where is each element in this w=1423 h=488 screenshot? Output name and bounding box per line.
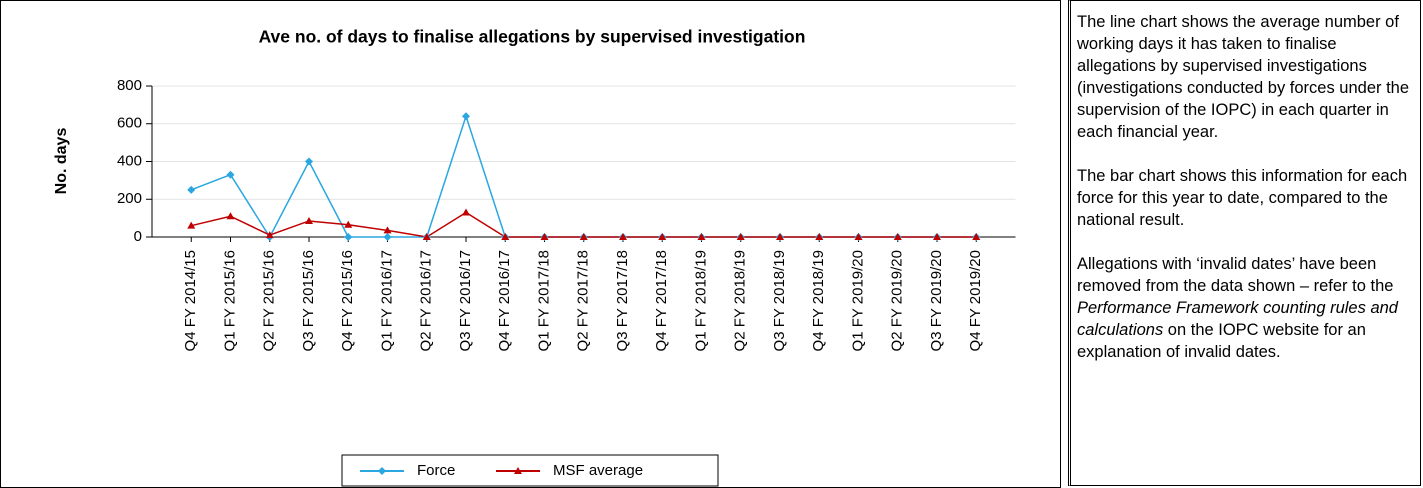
data-point (344, 233, 353, 241)
text: on the IOPC website for an explanation o… (1077, 321, 1366, 361)
y-tick-label: 200 (117, 190, 142, 207)
x-tick-label: Q4 FY 2014/15 (182, 250, 199, 351)
x-tick-label: Q1 FY 2017/18 (535, 250, 552, 351)
data-point (501, 233, 510, 240)
x-tick-label: Q1 FY 2018/19 (692, 250, 709, 351)
data-point (736, 233, 745, 240)
data-point (344, 220, 353, 228)
x-tick-label: Q4 FY 2019/20 (967, 250, 984, 351)
data-point (462, 112, 470, 121)
x-tick-label: Q3 FY 2016/17 (457, 250, 474, 351)
x-tick-label: Q3 FY 2018/19 (771, 250, 788, 351)
chart-title: Ave no. of days to finalise allegations … (259, 27, 806, 47)
y-tick-label: 400 (117, 152, 142, 169)
paragraph: The line chart shows the average number … (1077, 13, 1410, 141)
x-tick-label: Q4 FY 2015/16 (339, 250, 356, 351)
paragraph: Allegations with ‘invalid dates’ have be… (1077, 253, 1414, 363)
x-tick-label: Q4 FY 2018/19 (810, 250, 827, 351)
x-tick-label: Q2 FY 2017/18 (575, 250, 592, 351)
y-tick-label: 600 (117, 115, 142, 132)
data-point (815, 233, 824, 240)
data-point (933, 233, 941, 240)
paragraph: The bar chart shows this information for… (1077, 167, 1408, 229)
legend-label: MSF average (553, 462, 643, 479)
data-point (972, 233, 981, 240)
data-point (579, 233, 588, 240)
data-point (658, 233, 667, 240)
x-tick-label: Q3 FY 2015/16 (300, 250, 317, 351)
legend-marker (514, 467, 522, 474)
y-axis-label: No. days (53, 128, 70, 195)
italic-text: Performance Framework counting rules and… (1077, 299, 1398, 339)
data-point (265, 231, 274, 239)
data-point (619, 233, 627, 240)
chart-border (0, 0, 1061, 488)
x-tick-label: Q4 FY 2017/18 (653, 250, 670, 351)
text: Allegations with ‘invalid dates’ have be… (1077, 255, 1394, 295)
x-tick-label: Q1 FY 2016/17 (378, 250, 395, 351)
description-panel: The line chart shows the average number … (1068, 0, 1421, 486)
x-tick-label: Q4 FY 2016/17 (496, 250, 513, 351)
data-point (226, 212, 235, 220)
x-tick-label: Q2 FY 2018/19 (732, 250, 749, 351)
data-point (383, 233, 392, 241)
y-tick-label: 0 (134, 228, 142, 245)
data-point (187, 221, 196, 229)
data-point (226, 170, 235, 179)
legend-marker (378, 467, 386, 475)
x-tick-label: Q2 FY 2015/16 (261, 250, 278, 351)
y-tick-label: 800 (117, 77, 142, 94)
data-point (462, 208, 470, 216)
x-tick-label: Q2 FY 2019/20 (889, 250, 906, 351)
chart: Ave no. of days to finalise allegations … (0, 0, 1061, 488)
data-point (854, 233, 863, 240)
data-point (893, 233, 902, 240)
x-tick-label: Q1 FY 2015/16 (221, 250, 238, 351)
data-point (422, 233, 431, 240)
data-point (305, 216, 313, 224)
data-point (187, 185, 196, 194)
data-point (305, 157, 313, 166)
x-tick-label: Q3 FY 2017/18 (614, 250, 631, 351)
data-point (540, 233, 549, 240)
x-tick-label: Q1 FY 2019/20 (849, 250, 866, 351)
x-tick-label: Q2 FY 2016/17 (418, 250, 435, 351)
data-point (697, 233, 706, 240)
data-point (383, 226, 392, 234)
legend-label: Force (417, 462, 455, 479)
x-tick-label: Q3 FY 2019/20 (928, 250, 945, 351)
data-point (776, 233, 784, 240)
